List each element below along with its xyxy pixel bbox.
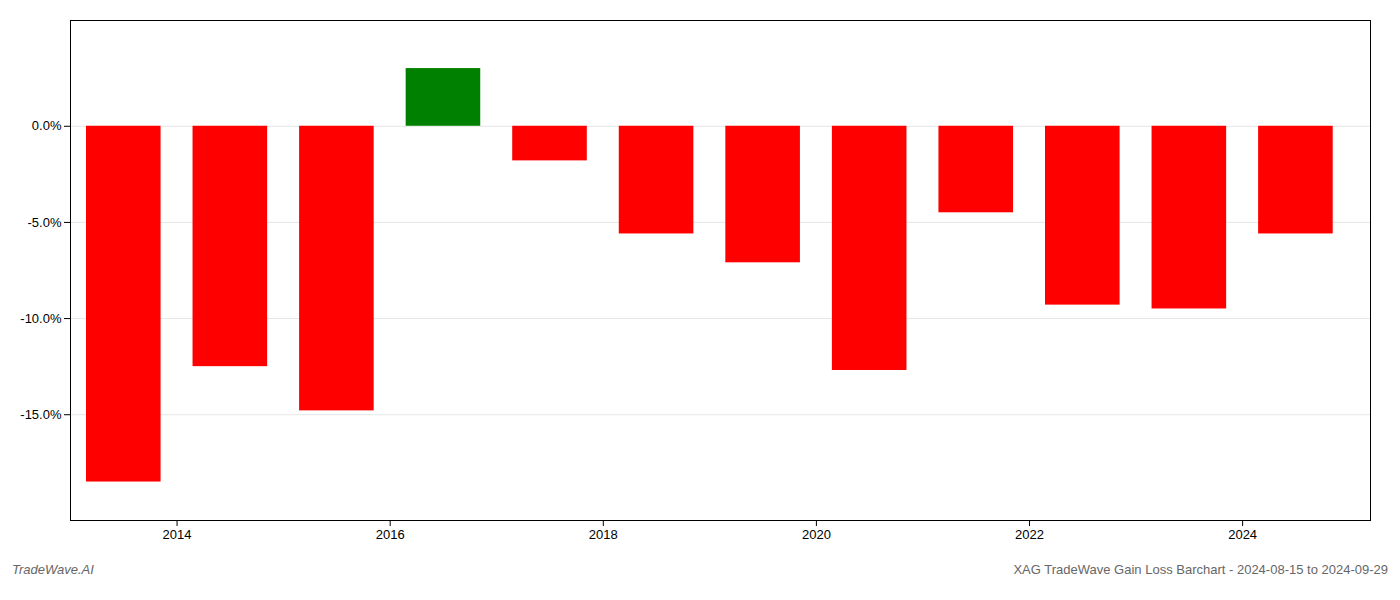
html-text:XAG TradeWave Gain Loss Barcha: XAG TradeWave Gain Loss Barchart - 2024-… <box>1013 562 1388 577</box>
svg-text:2020: 2020 <box>802 527 831 542</box>
svg-text:2022: 2022 <box>1015 527 1044 542</box>
svg-text:2014: 2014 <box>163 527 192 542</box>
svg-text:2018: 2018 <box>589 527 618 542</box>
svg-text:2024: 2024 <box>1228 527 1257 542</box>
html-text:TradeWave.AI: TradeWave.AI <box>12 562 94 577</box>
svg-text:0.0%: 0.0% <box>32 118 62 133</box>
svg-text:-10.0%: -10.0% <box>20 311 62 326</box>
svg-text:2016: 2016 <box>376 527 405 542</box>
svg-text:-15.0%: -15.0% <box>20 407 62 422</box>
svg-text:-5.0%: -5.0% <box>28 215 62 230</box>
